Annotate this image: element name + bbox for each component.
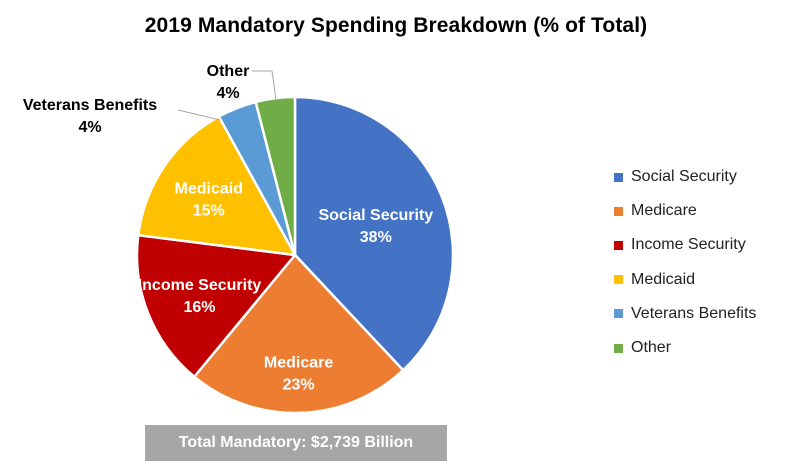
slice-label-income-security: Income Security <box>138 277 262 294</box>
legend-swatch-medicare <box>614 206 623 216</box>
slice-value-veterans-benefits: 4% <box>78 119 101 136</box>
slice-label-veterans-benefits: Veterans Benefits <box>23 97 157 114</box>
slice-value-medicare: 23% <box>283 376 315 393</box>
slice-label-medicaid: Medicaid <box>175 180 243 197</box>
legend-swatch-medicaid <box>614 275 623 285</box>
leader-line-other <box>252 70 277 101</box>
legend-label-medicare: Medicare <box>631 202 697 220</box>
slice-label-medicare: Medicare <box>264 354 333 371</box>
legend-item-income-security: Income Security <box>614 228 756 262</box>
legend-swatch-income-security <box>614 240 623 250</box>
legend-item-other: Other <box>614 331 756 365</box>
slice-income-security <box>135 233 297 378</box>
chart-title: 2019 Mandatory Spending Breakdown (% of … <box>144 14 648 37</box>
legend-label-other: Other <box>631 339 672 357</box>
chart-legend: Social Security Medicare Income Security Me… <box>614 160 756 365</box>
slice-value-income-security: 16% <box>183 299 215 316</box>
slice-value-other: 4% <box>216 85 239 102</box>
legend-item-medicare: Medicare <box>614 194 756 228</box>
slice-other <box>254 95 297 257</box>
slice-label-other: Other <box>207 63 250 80</box>
legend-item-social-security: Social Security <box>614 160 756 194</box>
total-mandatory-badge: Total Mandatory: $2,739 Billion <box>145 425 447 461</box>
slice-value-medicaid: 15% <box>193 202 225 219</box>
slice-medicaid <box>136 115 297 257</box>
legend-swatch-other <box>614 343 623 353</box>
legend-swatch-social-security <box>614 172 623 182</box>
slice-social-security <box>293 95 455 372</box>
legend-item-veterans-benefits: Veterans Benefits <box>614 297 756 331</box>
leader-line-veterans-benefits <box>177 109 221 121</box>
slice-medicare <box>193 253 405 415</box>
legend-item-medicaid: Medicaid <box>614 263 756 297</box>
legend-label-income-security: Income Security <box>631 236 746 254</box>
slice-label-social-security: Social Security <box>318 207 433 224</box>
slice-value-social-security: 38% <box>360 229 392 246</box>
legend-label-veterans-benefits: Veterans Benefits <box>631 304 757 322</box>
legend-label-medicaid: Medicaid <box>631 270 696 288</box>
legend-label-social-security: Social Security <box>631 168 737 186</box>
legend-swatch-veterans-benefits <box>614 309 623 319</box>
